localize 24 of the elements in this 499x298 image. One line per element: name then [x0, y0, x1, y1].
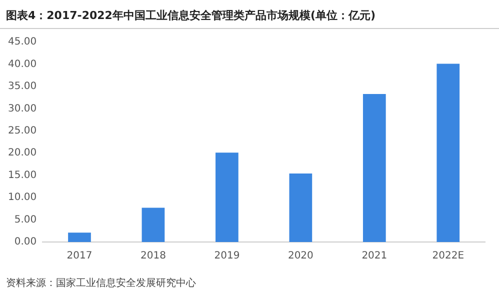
- bar: [362, 94, 386, 242]
- x-tick-label: 2020: [288, 250, 314, 262]
- y-tick-label: 10.00: [8, 192, 37, 204]
- bar: [216, 152, 238, 242]
- y-tick-label: 45.00: [8, 36, 37, 48]
- bar: [142, 208, 165, 242]
- bar: [436, 64, 460, 242]
- y-tick-label: 30.00: [8, 103, 37, 114]
- y-tick-label: 40.00: [8, 58, 37, 70]
- text: 资料来源：国家工业信息安全发展研究中心: [6, 276, 196, 290]
- chart-title: 图表4：2017-2022年中国工业信息安全管理类产品市场规模(单位：亿元): [6, 8, 376, 23]
- y-tick-label: 25.00: [8, 125, 37, 136]
- y-tick-label: 20.00: [8, 148, 37, 159]
- x-tick-label: 2019: [214, 250, 240, 262]
- y-tick-label: 35.00: [8, 81, 37, 92]
- x-tick-label: 2017: [66, 250, 92, 262]
- x-tick-label: 2021: [362, 250, 388, 262]
- bar: [289, 174, 312, 242]
- y-tick-label: 5.00: [14, 214, 37, 226]
- x-tick-label: 2022E: [432, 250, 464, 262]
- y-tick-label: 0.00: [14, 236, 37, 248]
- y-tick-label: 15.00: [8, 170, 37, 181]
- x-tick-label: 2018: [140, 250, 166, 262]
- bar: [68, 232, 91, 242]
